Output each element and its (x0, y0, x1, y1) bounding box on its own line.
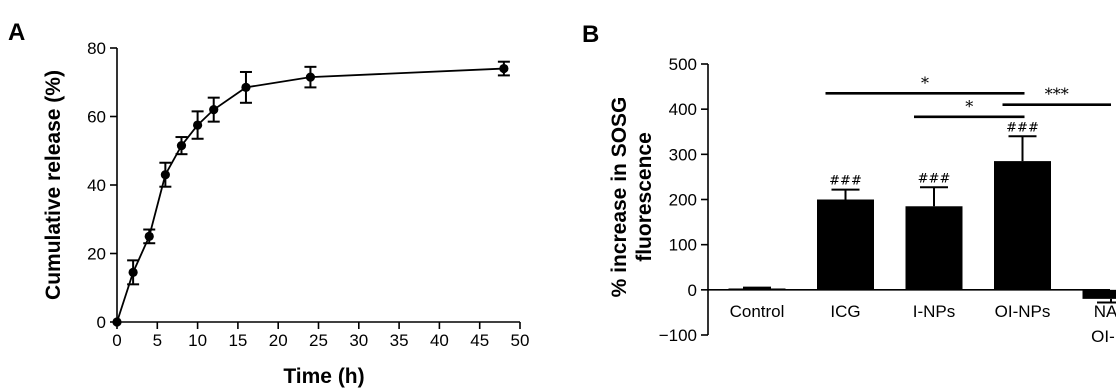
x-tick-label: 0 (112, 331, 121, 350)
y-tick-label: 0 (688, 281, 697, 300)
x-tick-label: 25 (309, 331, 328, 350)
x-tick-label: 40 (430, 331, 449, 350)
x-tick-label: 20 (269, 331, 288, 350)
release-chart: Cumulative release (%) Time (h) 0 20 40 60 8… (42, 39, 529, 388)
chart-b-ylabel-line2: fluorescence (633, 132, 656, 262)
release-line (116, 67, 504, 323)
data-point (499, 63, 509, 74)
y-tick-label: 80 (87, 39, 106, 58)
data-point (305, 72, 316, 82)
data-point (241, 82, 251, 92)
x-tick-label: 50 (511, 331, 530, 350)
x-tick-label: I-NPs (913, 302, 956, 321)
sosg-chart: % increase in SOSG fluorescence −100 0 100… (608, 55, 1116, 346)
x-tick-label: 5 (153, 331, 162, 350)
chart-a-xlabel: Time (h) (283, 365, 364, 388)
bar (994, 161, 1051, 290)
data-point (144, 231, 154, 241)
significance-hash: ### (1006, 120, 1039, 135)
x-tick-label: 35 (390, 331, 409, 350)
significance-hash: ### (918, 171, 951, 186)
x-tick-label: ICG (830, 302, 860, 321)
y-tick-label: 100 (669, 236, 697, 255)
data-point (112, 317, 122, 327)
data-point (128, 267, 138, 277)
y-tick-label: −100 (659, 326, 697, 345)
x-tick-label: NAC + (1094, 302, 1116, 321)
data-point (193, 120, 203, 130)
y-tick-label: 400 (669, 100, 697, 119)
significance-hash: ### (829, 174, 862, 189)
bar (1082, 289, 1116, 299)
chart-a-ylabel: Cumulative release (%) (42, 70, 65, 300)
panel-b-label: B (582, 21, 599, 48)
y-tick-label: 20 (87, 245, 106, 264)
y-tick-label: 60 (87, 108, 106, 127)
x-tick-label: 10 (188, 331, 207, 350)
panel-a-label: A (8, 19, 25, 46)
bar (817, 199, 874, 290)
data-point (176, 141, 187, 151)
y-tick-label: 40 (87, 176, 106, 195)
x-tick-label: OI-NPs (1091, 327, 1116, 346)
chart-b-ylabel-line1: % increase in SOSG (608, 97, 631, 298)
x-tick-label: 30 (349, 331, 368, 350)
y-tick-label: 0 (97, 313, 106, 332)
x-tick-label: 45 (470, 331, 489, 350)
significance-star: *** (1045, 85, 1069, 104)
y-tick-label: 200 (669, 191, 697, 210)
y-tick-label: 500 (669, 55, 697, 74)
bar (728, 288, 786, 291)
significance-star: * (921, 73, 929, 92)
y-tick-label: 300 (669, 145, 697, 164)
x-tick-label: 15 (228, 331, 247, 350)
significance-star: * (965, 97, 973, 116)
bar (905, 206, 963, 290)
data-point (209, 105, 219, 115)
x-tick-label: OI-NPs (995, 302, 1051, 321)
data-point (160, 170, 170, 180)
x-tick-label: Control (730, 302, 785, 321)
